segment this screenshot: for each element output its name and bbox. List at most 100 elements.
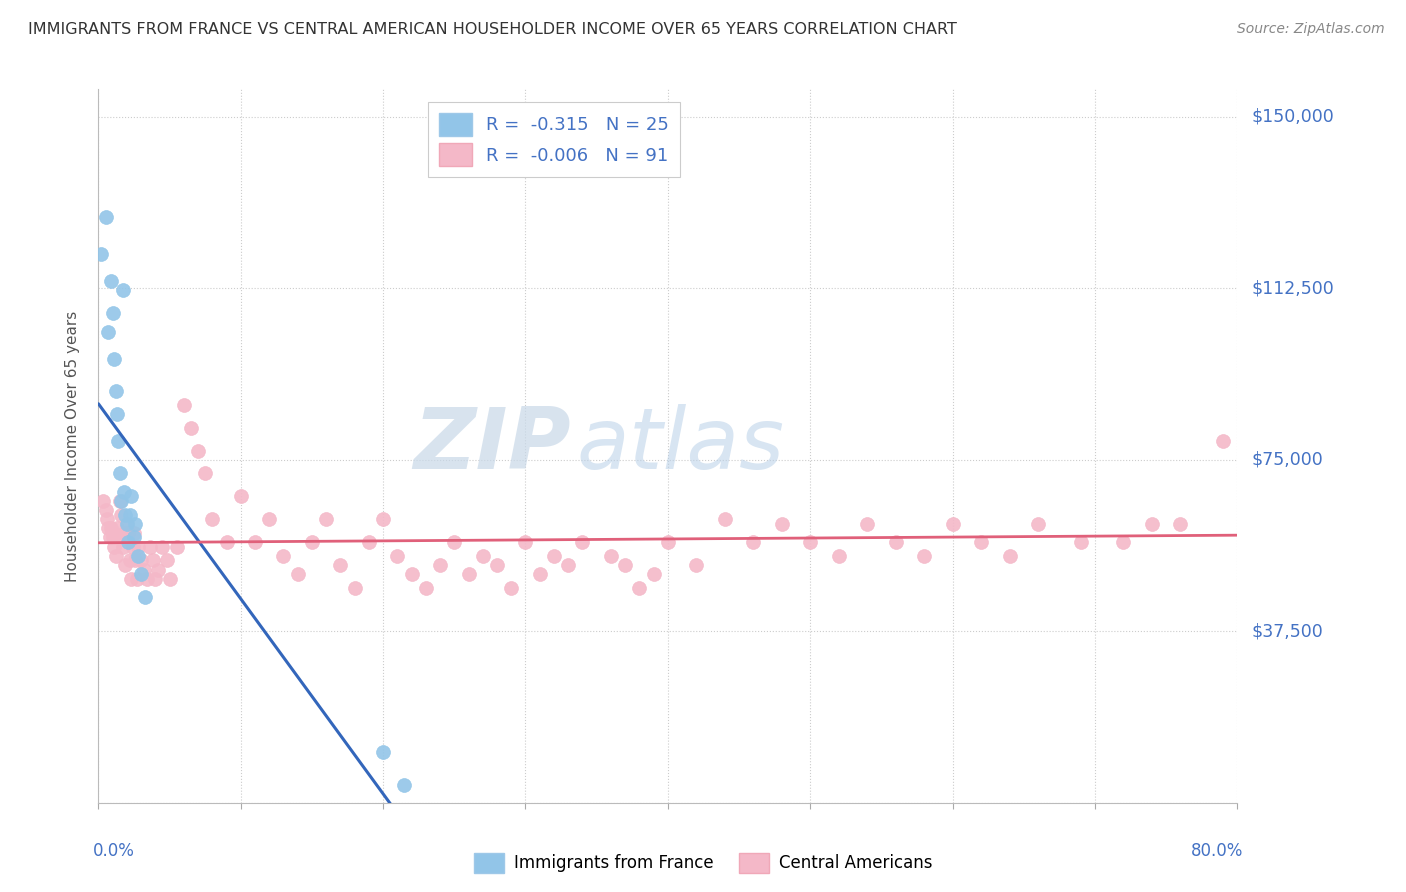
Point <box>107 531 129 545</box>
Point <box>998 549 1021 563</box>
Point <box>173 398 195 412</box>
Point <box>373 512 395 526</box>
Text: $37,500: $37,500 <box>1251 623 1323 640</box>
Point <box>117 535 139 549</box>
Point <box>122 525 145 540</box>
Point <box>115 516 138 531</box>
Point <box>108 467 131 481</box>
Point <box>98 531 121 545</box>
Point <box>156 553 179 567</box>
Point <box>486 558 509 572</box>
Point <box>107 434 129 449</box>
Point <box>970 535 993 549</box>
Point <box>90 247 112 261</box>
Point <box>111 540 134 554</box>
Point <box>112 525 135 540</box>
Text: IMMIGRANTS FROM FRANCE VS CENTRAL AMERICAN HOUSEHOLDER INCOME OVER 65 YEARS CORR: IMMIGRANTS FROM FRANCE VS CENTRAL AMERIC… <box>28 22 957 37</box>
Point <box>273 549 295 563</box>
Point <box>108 494 131 508</box>
Point <box>115 516 138 531</box>
Point <box>100 274 122 288</box>
Text: 0.0%: 0.0% <box>93 842 135 860</box>
Point <box>124 553 146 567</box>
Point <box>114 558 136 572</box>
Point <box>515 535 537 549</box>
Point <box>180 420 202 434</box>
Point <box>315 512 337 526</box>
Point <box>557 558 579 572</box>
Legend: Immigrants from France, Central Americans: Immigrants from France, Central American… <box>467 847 939 880</box>
Point <box>135 572 157 586</box>
Point <box>118 508 141 522</box>
Point <box>121 540 143 554</box>
Point <box>94 211 117 225</box>
Y-axis label: Householder Income Over 65 years: Householder Income Over 65 years <box>65 310 80 582</box>
Point <box>401 567 423 582</box>
Point <box>357 535 380 549</box>
Point <box>201 512 224 526</box>
Point <box>329 558 352 572</box>
Point <box>134 590 156 604</box>
Point <box>628 581 651 595</box>
Point <box>215 535 238 549</box>
Point <box>103 540 125 554</box>
Point <box>97 325 120 339</box>
Point <box>571 535 593 549</box>
Point <box>141 553 163 567</box>
Point <box>152 540 174 554</box>
Point <box>103 352 125 367</box>
Point <box>343 581 366 595</box>
Point <box>129 567 152 582</box>
Point <box>94 503 117 517</box>
Point <box>114 508 136 522</box>
Point <box>187 443 209 458</box>
Text: atlas: atlas <box>576 404 785 488</box>
Point <box>129 553 152 567</box>
Point <box>100 521 122 535</box>
Point <box>1026 516 1049 531</box>
Point <box>127 540 149 554</box>
Point <box>429 558 451 572</box>
Point <box>243 535 266 549</box>
Text: 80.0%: 80.0% <box>1191 842 1243 860</box>
Point <box>104 549 127 563</box>
Point <box>394 777 416 791</box>
Point <box>101 531 124 545</box>
Point <box>1212 434 1234 449</box>
Point <box>1140 516 1163 531</box>
Point <box>96 512 118 526</box>
Point <box>373 746 395 760</box>
Point <box>118 553 141 567</box>
Point <box>97 521 120 535</box>
Point <box>101 306 124 320</box>
Point <box>543 549 565 563</box>
Point <box>387 549 409 563</box>
Point <box>127 549 149 563</box>
Point <box>229 489 252 503</box>
Point <box>122 531 145 545</box>
Point <box>443 535 465 549</box>
Point <box>742 535 765 549</box>
Point <box>1170 516 1192 531</box>
Point <box>194 467 217 481</box>
Point <box>120 572 142 586</box>
Point <box>132 562 155 576</box>
Point <box>111 284 134 298</box>
Point <box>1070 535 1092 549</box>
Point <box>105 521 128 535</box>
Point <box>138 540 160 554</box>
Text: $75,000: $75,000 <box>1251 450 1323 468</box>
Point <box>148 562 170 576</box>
Point <box>125 572 148 586</box>
Point <box>501 581 523 595</box>
Point <box>1254 467 1277 481</box>
Point <box>117 525 139 540</box>
Point <box>600 549 623 563</box>
Point <box>884 535 907 549</box>
Point <box>287 567 309 582</box>
Point <box>145 572 167 586</box>
Point <box>104 384 127 398</box>
Point <box>159 572 181 586</box>
Point <box>685 558 707 572</box>
Point <box>259 512 281 526</box>
